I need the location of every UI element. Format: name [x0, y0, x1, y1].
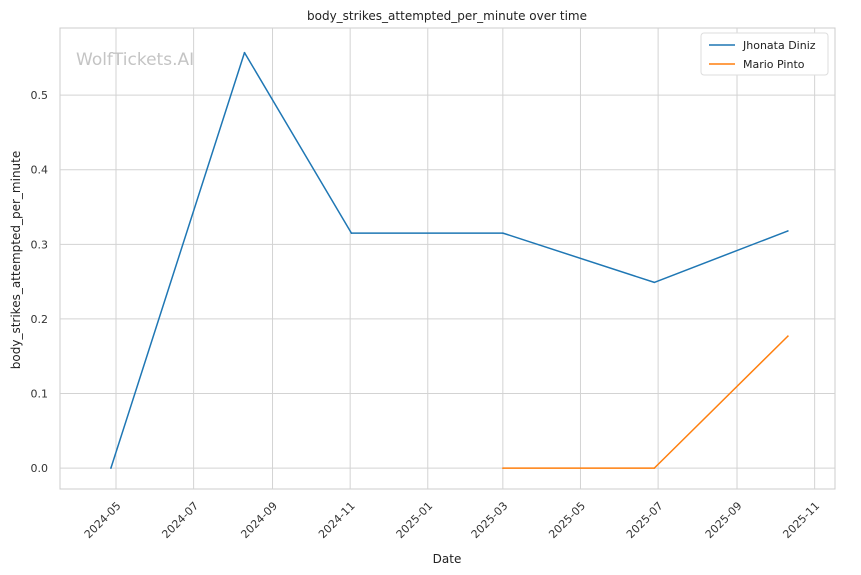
data-point: [502, 232, 504, 234]
data-point: [653, 281, 656, 284]
x-tick-label: 2024-11: [316, 499, 358, 541]
data-point: [502, 467, 504, 469]
data-point: [787, 335, 789, 337]
x-axis-title: Date: [433, 552, 462, 566]
y-tick-label: 0.1: [31, 388, 49, 401]
data-point: [653, 467, 656, 469]
x-tick-label: 2025-01: [394, 499, 436, 541]
x-tick-label: 2025-09: [703, 499, 745, 541]
watermark: WolfTickets.AI: [76, 50, 194, 70]
grid: [60, 28, 835, 489]
y-tick-label: 0.3: [31, 238, 49, 251]
legend-label: Jhonata Diniz: [742, 39, 816, 52]
x-tick-label: 2024-05: [82, 499, 124, 541]
x-axis-ticks: 2024-05 2024-07 2024-09 2024-11 2025-01 2025-…: [82, 499, 822, 541]
chart-title: body_strikes_attempted_per_minute over t…: [307, 9, 587, 23]
data-point: [350, 232, 353, 234]
data-point: [110, 467, 112, 469]
series-layer: [110, 51, 789, 469]
x-tick-label: 2024-09: [238, 499, 280, 541]
y-axis-ticks: 0.0 0.1 0.2 0.3 0.4 0.5: [31, 89, 49, 475]
data-point: [243, 51, 246, 54]
series-line-jhonata-diniz: [110, 51, 789, 469]
legend-label: Mario Pinto: [743, 58, 805, 71]
y-axis-title: body_strikes_attempted_per_minute: [9, 151, 23, 369]
plot-area: [59, 27, 836, 490]
y-tick-label: 0.2: [31, 313, 49, 326]
y-tick-label: 0.0: [31, 462, 49, 475]
data-point: [787, 230, 789, 232]
x-tick-label: 2025-07: [624, 499, 666, 541]
x-tick-label: 2025-03: [469, 499, 511, 541]
y-tick-label: 0.4: [31, 164, 49, 177]
y-tick-label: 0.5: [31, 89, 49, 102]
x-tick-label: 2024-07: [159, 499, 201, 541]
x-tick-label: 2025-11: [781, 499, 823, 541]
legend: Jhonata Diniz Mario Pinto: [700, 32, 829, 76]
x-tick-label: 2025-05: [546, 499, 588, 541]
